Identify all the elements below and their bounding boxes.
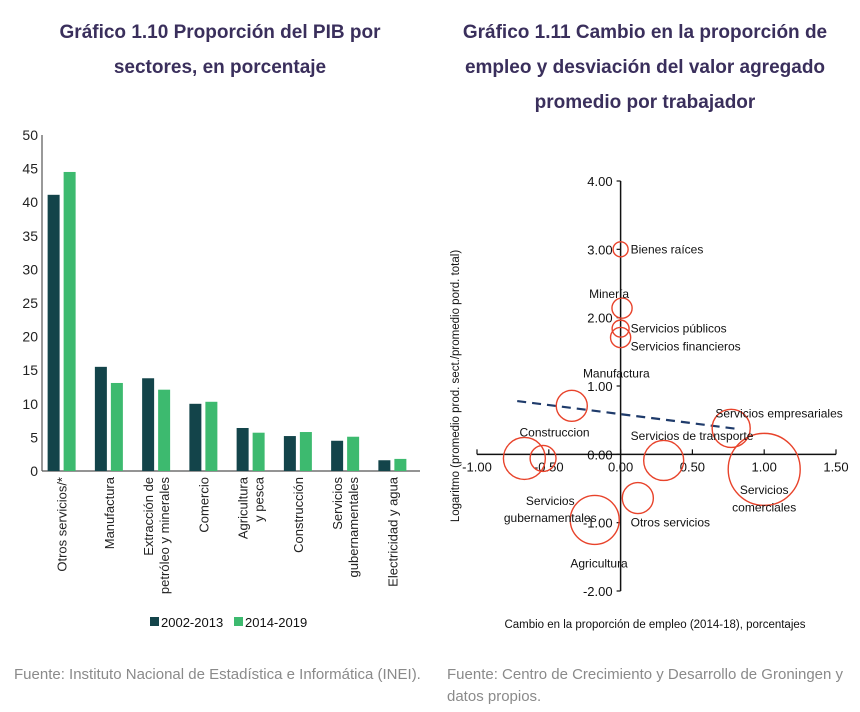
bar-chart-title: Gráfico 1.10 Proporción del PIB por sect… — [59, 22, 381, 78]
bar-2002-2013 — [378, 460, 391, 471]
point-label: Agricultura — [570, 557, 628, 571]
bar-2002-2013 — [283, 436, 296, 471]
bar-2014-2019 — [252, 432, 265, 471]
x-tick-label: Electricidad y agua — [385, 476, 400, 587]
y-tick-label: 3.00 — [587, 242, 612, 257]
bar-2002-2013 — [47, 194, 60, 472]
point-label: Servicios — [526, 494, 575, 508]
x-tick-label: 1.00 — [752, 459, 777, 474]
y-tick-label: 20 — [22, 329, 38, 345]
scatter-chart-source: Fuente: Centro de Crecimiento y Desarrol… — [447, 666, 844, 705]
bubble-servicios-comerciales — [727, 432, 801, 507]
bubble-agricultura — [569, 494, 620, 546]
x-tick-label: y pesca — [252, 476, 267, 522]
y-tick-label: 10 — [22, 396, 38, 412]
bar-2014-2019 — [394, 458, 407, 471]
bubble-bienes-ra-ces — [612, 241, 629, 258]
point-label: Servicios — [740, 483, 789, 497]
x-tick-label: Extracción de — [141, 477, 156, 556]
legend-label: 2002-2013 — [161, 615, 223, 630]
bubble-construccion — [502, 436, 547, 481]
bar-2014-2019 — [205, 401, 218, 471]
point-label: Servicios de transporte — [631, 429, 754, 443]
point-label: Servicios empresariales — [715, 406, 842, 420]
bar-2014-2019 — [299, 432, 312, 471]
bubble-otros-servicios — [621, 481, 655, 515]
bubble-servicios-empresariales — [711, 408, 751, 449]
point-label: Otros servicios — [631, 516, 710, 530]
y-tick-label: 2.00 — [587, 311, 612, 326]
y-tick-label: 4.00 — [587, 174, 612, 189]
y-tick-label: 0.00 — [587, 447, 612, 462]
bar-2002-2013 — [142, 378, 155, 471]
y-tick-label: 0 — [30, 463, 38, 479]
bar-chart: 0 5 10 15 20 25 30 35 40 45 50 Otros servicios/* Man… — [22, 127, 420, 630]
bubble-unlabeled — [529, 444, 557, 473]
legend-swatch-2002-2013 — [150, 617, 159, 626]
x-tick-label: Agricultura — [236, 476, 251, 539]
y-tick-label: 40 — [22, 194, 38, 210]
scatter-chart-title: Gráfico 1.11 Cambio en la proporción de … — [462, 22, 828, 113]
x-tick-label: Construcción — [291, 477, 306, 553]
bubble-servicios-de-transporte — [642, 439, 685, 482]
point-label: Servicios financieros — [631, 339, 741, 353]
y-tick-label: 5 — [30, 429, 38, 445]
bubble-miner-a — [611, 297, 633, 319]
x-tick-label: -1.00 — [462, 459, 492, 474]
bar-2002-2013 — [94, 366, 107, 471]
trend-line — [517, 399, 739, 431]
x-tick-label: gubernamentales — [346, 477, 361, 578]
y-tick-label: 25 — [22, 295, 38, 311]
bubble-servicios-financieros — [609, 326, 632, 349]
x-tick-label: 1.50 — [823, 459, 848, 474]
y-tick-label: 15 — [22, 362, 38, 378]
y-tick-label: 1.00 — [587, 379, 612, 394]
y-tick-label: 45 — [22, 161, 38, 177]
bar-2002-2013 — [189, 403, 202, 471]
bar-chart-source: Fuente: Instituto Nacional de Estadístic… — [14, 666, 421, 683]
legend-label: 2014-2019 — [245, 615, 307, 630]
point-label: Manufactura — [583, 367, 650, 381]
bar-2014-2019 — [110, 382, 123, 471]
point-label: Servicios públicos — [631, 322, 727, 336]
bar-2014-2019 — [347, 436, 360, 471]
x-tick-label: petróleo y minerales — [157, 477, 172, 595]
x-tick-label: 0.00 — [608, 459, 633, 474]
y-tick-label: 30 — [22, 261, 38, 277]
bar-2002-2013 — [236, 427, 249, 471]
point-label: comerciales — [732, 501, 796, 515]
point-label: Bienes raíces — [631, 242, 704, 256]
y-axis-label: Logaritmo (promedio prod. sect./promedio… — [450, 250, 462, 522]
bar-2014-2019 — [158, 389, 171, 471]
y-tick-label: 50 — [22, 127, 38, 143]
point-label: Construccion — [520, 425, 590, 439]
y-tick-label: 35 — [22, 228, 38, 244]
point-label: Minería — [589, 287, 629, 301]
point-label: gubernamentales — [504, 511, 597, 525]
y-tick-label: -1.00 — [583, 516, 613, 531]
x-tick-label: -0.50 — [534, 459, 564, 474]
bubble-servicios-p-blicos — [611, 319, 630, 338]
bubble-manufactura — [555, 389, 588, 423]
x-tick-label: Otros servicios/* — [55, 477, 70, 572]
legend-swatch-2014-2019 — [234, 617, 243, 626]
x-tick-label: 0.50 — [680, 459, 705, 474]
scatter-chart: 4.00 3.00 2.00 1.00 0.00 -1.00 -2.00 -1.00 -0.50… — [450, 174, 849, 631]
x-tick-label: Manufactura — [102, 476, 117, 549]
y-tick-label: -2.00 — [583, 584, 613, 599]
bar-2002-2013 — [331, 440, 344, 471]
x-tick-label: Comercio — [196, 477, 211, 533]
x-tick-label: Servicios — [330, 477, 345, 530]
x-axis-label: Cambio en la proporción de empleo (2014-… — [504, 619, 805, 631]
bar-2014-2019 — [63, 171, 76, 471]
